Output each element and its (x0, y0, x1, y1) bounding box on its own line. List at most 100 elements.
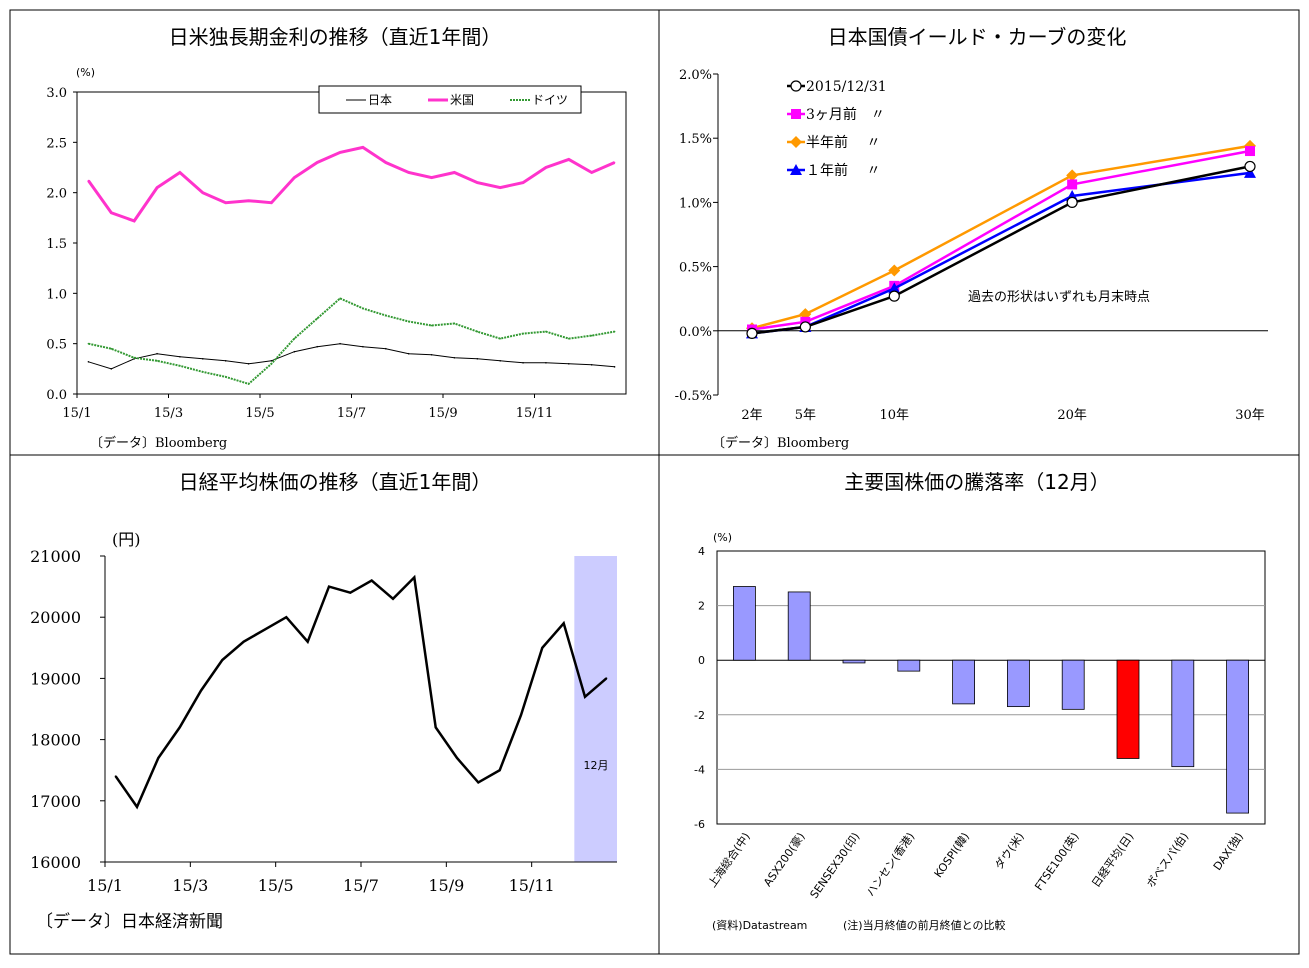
x-tick-label: 10年 (880, 408, 910, 423)
highlight-label: 12月 (584, 759, 609, 772)
data-point (110, 212, 113, 214)
data-point (316, 345, 318, 348)
source-label: 〔データ〕Bloomberg (712, 435, 849, 451)
data-point (362, 345, 364, 348)
data-point (242, 640, 245, 643)
legend-label: 米国 (450, 93, 474, 107)
unit-label: (%) (713, 531, 732, 544)
panel-title: 日米独長期金利の推移（直近1年間） (169, 25, 502, 49)
series-line (88, 343, 615, 370)
y-tick-label: -2 (694, 709, 705, 722)
data-point (545, 166, 547, 169)
data-point (370, 579, 373, 582)
bar (842, 659, 866, 664)
bar (787, 591, 811, 661)
note-label: (注)当月終値の前月終値との比較 (843, 918, 1005, 932)
data-point (349, 591, 352, 594)
y-tick-label: 2.0% (679, 68, 712, 83)
data-point (179, 171, 181, 174)
data-point (339, 297, 341, 300)
panel-title: 日本国債イールド・カーブの変化 (828, 25, 1127, 49)
data-point (202, 191, 204, 194)
y-tick-label: 1.5% (679, 132, 712, 147)
bar (1061, 659, 1085, 710)
x-tick-label: 15/11 (516, 406, 553, 421)
x-tick-label: 15/3 (154, 406, 183, 421)
data-point (157, 756, 160, 759)
x-tick-label: 15/1 (87, 876, 123, 895)
x-tick-label: 15/7 (337, 406, 366, 421)
data-point (453, 356, 456, 359)
legend-label: 3ヶ月前 〃 (806, 106, 885, 123)
data-point (247, 383, 250, 385)
data-point (178, 726, 181, 729)
data-point (133, 220, 135, 222)
x-tick-label: 15/11 (509, 876, 555, 895)
y-tick-label: 2.5 (46, 136, 67, 151)
y-tick-label: 21000 (30, 547, 81, 566)
source-label: 〔データ〕Bloomberg (90, 435, 227, 451)
data-point (476, 330, 479, 333)
data-point (1244, 166, 1256, 178)
data-point (110, 347, 113, 350)
x-tick-label: 15/5 (258, 876, 294, 895)
data-point (613, 366, 616, 368)
y-tick-label: 4 (698, 545, 705, 558)
data-point (316, 317, 318, 320)
bar (897, 659, 921, 672)
data-point (799, 321, 811, 333)
y-tick-label: 0 (698, 654, 705, 667)
series-line (751, 165, 1251, 335)
data-point (430, 353, 433, 356)
data-point (430, 324, 433, 327)
data-point (476, 357, 479, 360)
bar (1171, 659, 1195, 768)
data-point (790, 80, 802, 92)
data-point (385, 161, 387, 164)
december-highlight (574, 556, 617, 862)
series-line (87, 145, 616, 223)
data-point (339, 151, 341, 154)
data-point (791, 109, 801, 119)
data-point (179, 365, 181, 367)
data-point (407, 320, 410, 323)
series-line (114, 574, 608, 810)
outer-border (9, 9, 1300, 955)
data-point (270, 201, 273, 204)
y-tick-label: 20000 (30, 608, 81, 627)
data-point (453, 171, 456, 174)
x-tick-label: 15/7 (343, 876, 379, 895)
x-tick-label: 15/3 (172, 876, 208, 895)
y-tick-label: 1.0% (679, 196, 712, 211)
bar (1116, 659, 1140, 759)
data-point (413, 576, 416, 579)
x-tick-label: ハンセン(香港) (864, 830, 917, 899)
bar (952, 659, 975, 705)
legend-label: 日本 (368, 93, 392, 107)
data-point (430, 176, 433, 179)
data-point (224, 359, 227, 362)
x-tick-label: 15/5 (245, 406, 274, 421)
data-point (339, 342, 341, 345)
data-point (362, 146, 364, 149)
data-point (605, 677, 608, 680)
y-tick-label: 19000 (30, 669, 81, 688)
data-point (385, 347, 387, 350)
data-point (613, 161, 616, 164)
data-point (590, 364, 593, 366)
series-line (751, 171, 1251, 335)
data-point (407, 171, 410, 174)
data-point (790, 164, 802, 175)
data-point (545, 361, 547, 364)
panel-world-stocks: 主要国株価の騰落率（12月） (%) 4 2 0 -2 -4 -6 上海総合(中) ASX2… (694, 470, 1266, 932)
x-tick-label: 日経平均(日) (1089, 830, 1136, 890)
data-point (293, 350, 296, 353)
data-point (247, 199, 250, 202)
data-point (136, 805, 138, 808)
data-point (200, 689, 202, 692)
y-tick-label: 2 (698, 600, 705, 613)
data-point (264, 628, 266, 631)
data-point (202, 371, 204, 373)
data-point (293, 337, 296, 340)
data-point (590, 171, 593, 174)
